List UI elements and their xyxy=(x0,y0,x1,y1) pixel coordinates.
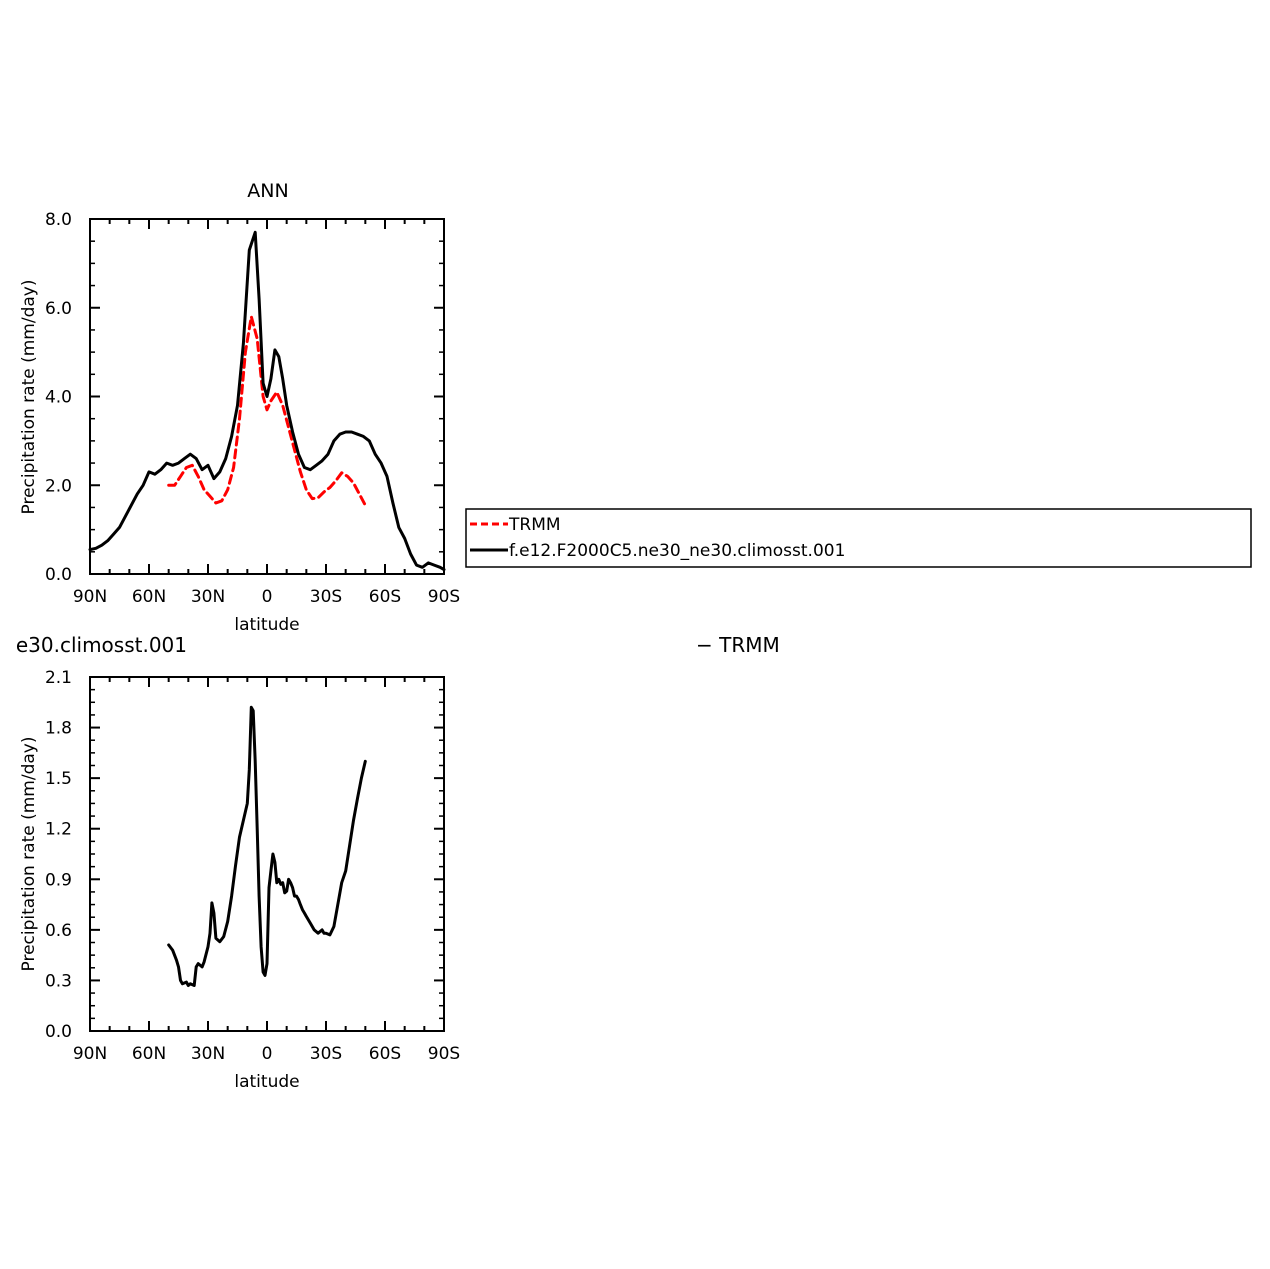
panel-1-y-tick-label: 0.9 xyxy=(45,870,72,890)
panel-bottom-title-right: − TRMM xyxy=(696,633,780,657)
panel-0-y-tick-label: 0.0 xyxy=(45,565,72,585)
panel-0-x-tick-label: 0 xyxy=(262,587,273,607)
panel-1-x-tick-label: 30N xyxy=(191,1044,225,1064)
panel-bottom-y-axis-label: Precipitation rate (mm/day) xyxy=(19,737,39,972)
panel-1-x-tick-label: 60S xyxy=(369,1044,401,1064)
panel-1-x-tick-label: 60N xyxy=(132,1044,166,1064)
panel-1-y-tick-label: 0.6 xyxy=(45,921,72,941)
panel-0-y-tick-label: 4.0 xyxy=(45,388,72,408)
legend-label-model: f.e12.F2000C5.ne30_ne30.climosst.001 xyxy=(509,541,845,561)
panel-bottom-x-axis-label: latitude xyxy=(234,1072,299,1092)
panel-1-plot-frame xyxy=(89,676,445,1032)
panel-0-x-tick-label: 60N xyxy=(132,587,166,607)
panel-0-y-tick-label: 2.0 xyxy=(45,476,72,496)
panel-0-y-tick-label: 6.0 xyxy=(45,299,72,319)
panel-0-series-line-1 xyxy=(88,230,446,572)
panel-1-series-line-0 xyxy=(167,705,367,987)
panel-1-y-tick-label: 1.5 xyxy=(45,769,72,789)
panel-1-x-tick-label: 90S xyxy=(428,1044,460,1064)
panel-top-y-axis-label: Precipitation rate (mm/day) xyxy=(19,280,39,515)
panel-1-x-tick-label: 0 xyxy=(262,1044,273,1064)
legend-label-trmm: TRMM xyxy=(508,515,561,535)
panel-bottom-title: e30.climosst.001 xyxy=(16,633,187,657)
panel-top: ANN Precipitation rate (mm/day) latitude… xyxy=(19,180,460,635)
panel-top-title: ANN xyxy=(247,180,288,202)
panel-0-x-tick-label: 90S xyxy=(428,587,460,607)
panel-1-y-tick-label: 2.1 xyxy=(45,668,72,688)
panel-0-x-tick-label: 60S xyxy=(369,587,401,607)
legend-box xyxy=(465,508,1252,568)
panel-top-series-group xyxy=(88,230,446,572)
panel-1-y-tick-label: 1.2 xyxy=(45,820,72,840)
panel-0-series-line-0 xyxy=(167,315,367,507)
panel-0-y-tick-label: 8.0 xyxy=(45,210,72,230)
legend: TRMM f.e12.F2000C5.ne30_ne30.climosst.00… xyxy=(465,508,1252,568)
panel-1-y-tick-label: 0.3 xyxy=(45,971,72,991)
panel-bottom-series-group xyxy=(167,705,367,987)
panel-bottom: e30.climosst.001 − TRMM Precipitation ra… xyxy=(16,633,780,1092)
panel-top-x-axis-label: latitude xyxy=(234,615,299,635)
panel-1-y-tick-label: 1.8 xyxy=(45,719,72,739)
panel-0-x-tick-label: 30N xyxy=(191,587,225,607)
panel-bottom-axes: 90N 60N 30N 0 30S 60S 90S 0.0 0.3 0.6 0.9 1.2 1.5 1.8… xyxy=(45,668,460,1064)
panel-1-x-tick-label: 90N xyxy=(73,1044,107,1064)
panel-0-x-tick-label: 30S xyxy=(310,587,342,607)
panel-1-y-tick-label: 0.0 xyxy=(45,1022,72,1042)
panel-0-x-tick-label: 90N xyxy=(73,587,107,607)
panel-top-axes: 90N 60N 30N 0 30S 60S 90S 0.0 2.0 4.0 6.0 8.0 xyxy=(45,210,460,607)
panel-1-x-tick-label: 30S xyxy=(310,1044,342,1064)
